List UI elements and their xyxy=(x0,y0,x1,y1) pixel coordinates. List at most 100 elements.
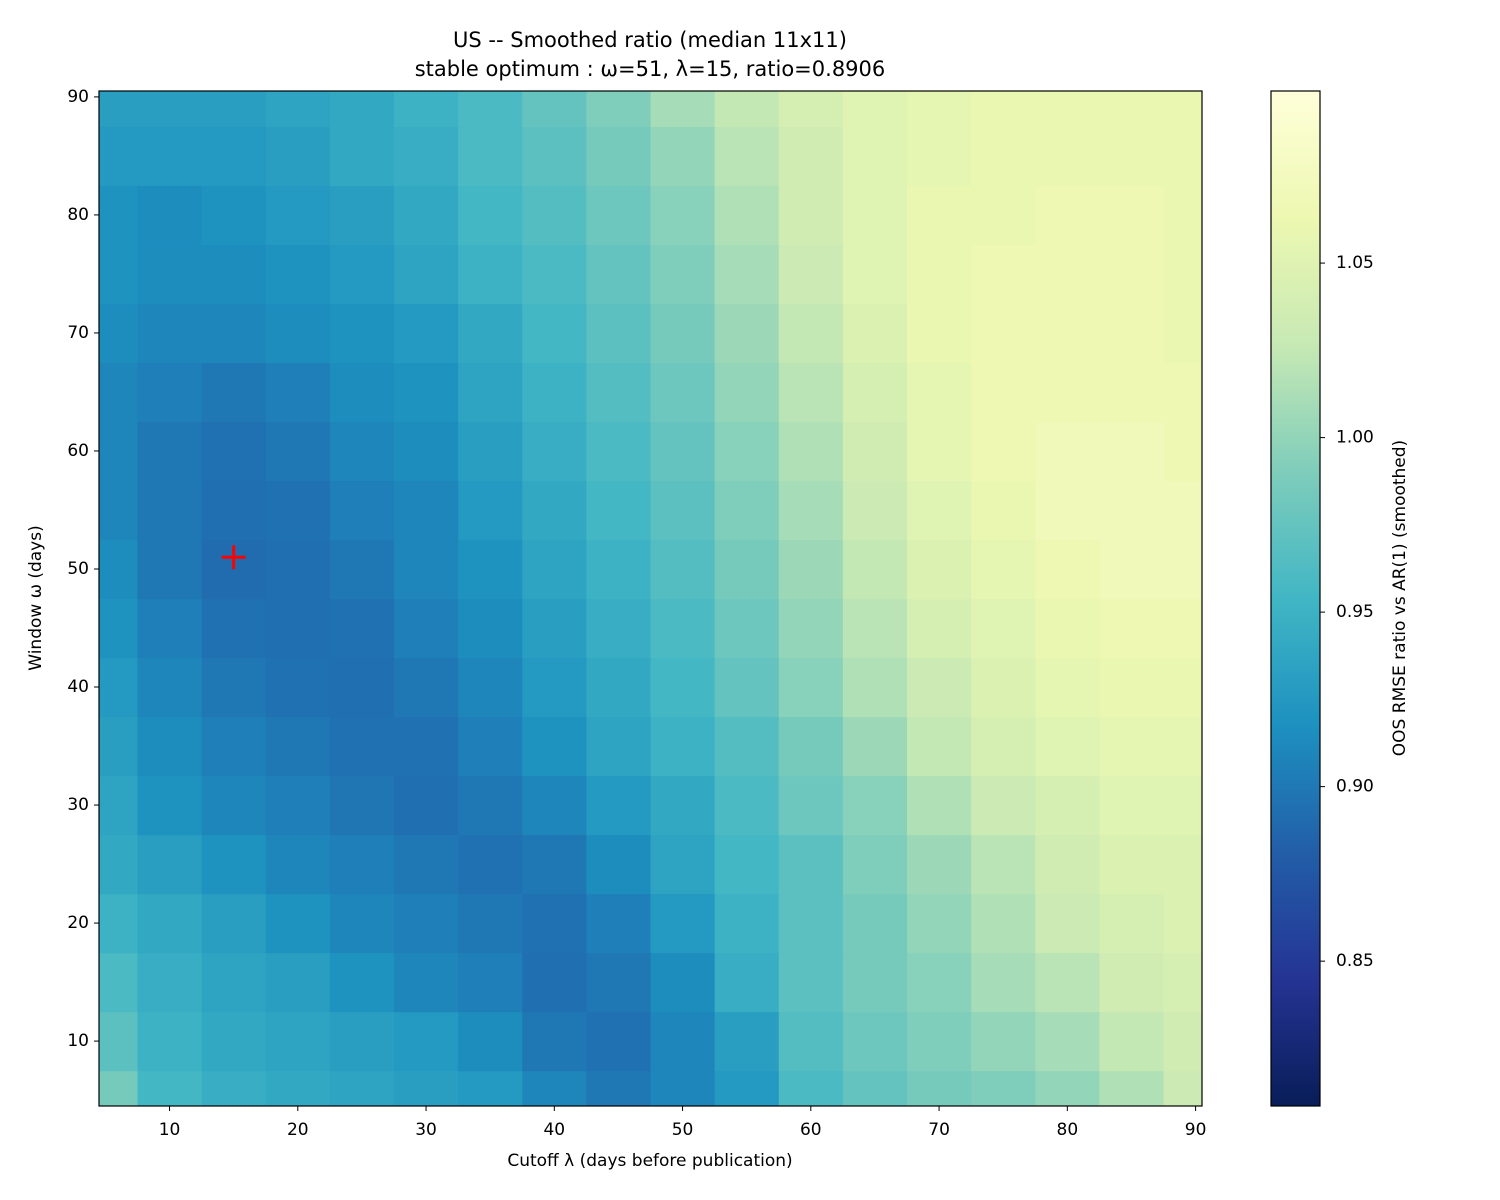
heatmap-cell xyxy=(1099,126,1165,187)
heatmap-cell xyxy=(201,303,267,364)
heatmap-cell xyxy=(1163,775,1202,836)
heatmap-cell xyxy=(650,126,716,187)
heatmap-cell xyxy=(329,539,395,600)
heatmap-cell xyxy=(971,657,1036,718)
heatmap-cell xyxy=(778,1070,844,1106)
heatmap-cell xyxy=(522,244,587,305)
heatmap-cell xyxy=(458,657,523,718)
heatmap-cell xyxy=(137,952,203,1013)
heatmap-cell xyxy=(265,716,331,777)
heatmap-cell xyxy=(778,1011,844,1072)
heatmap-cell xyxy=(1163,952,1202,1013)
heatmap-cell xyxy=(1035,1011,1100,1072)
heatmap-cell xyxy=(971,91,1036,128)
heatmap-cell xyxy=(1035,480,1100,541)
heatmap-cell xyxy=(329,1011,395,1072)
heatmap-cell xyxy=(458,598,523,659)
heatmap-cell xyxy=(1163,421,1202,482)
heatmap-cell xyxy=(714,775,780,836)
heatmap-cell xyxy=(586,362,652,423)
heatmap-cell xyxy=(778,598,844,659)
heatmap-cell xyxy=(907,480,972,541)
heatmap-cell xyxy=(842,775,908,836)
heatmap-cell xyxy=(1035,1070,1100,1106)
heatmap-cell xyxy=(1163,598,1202,659)
heatmap-cell xyxy=(586,539,652,600)
heatmap-cell xyxy=(201,657,267,718)
heatmap-cell xyxy=(99,952,139,1013)
heatmap-cell xyxy=(1099,362,1165,423)
heatmap-cell xyxy=(1163,1011,1202,1072)
heatmap-cell xyxy=(1099,185,1165,246)
heatmap-cell xyxy=(522,952,587,1013)
heatmap-cell xyxy=(265,421,331,482)
heatmap-cell xyxy=(458,952,523,1013)
heatmap-cell xyxy=(1035,834,1100,895)
heatmap-cell xyxy=(842,91,908,128)
heatmap-cell xyxy=(393,1011,459,1072)
heatmap-cell xyxy=(650,421,716,482)
heatmap-cell xyxy=(778,126,844,187)
heatmap-cell xyxy=(586,1070,652,1106)
y-tick-label: 10 xyxy=(67,1031,89,1051)
heatmap-cell xyxy=(522,834,587,895)
heatmap-cell xyxy=(907,185,972,246)
heatmap-cell xyxy=(842,126,908,187)
heatmap-cell xyxy=(137,303,203,364)
heatmap-cell xyxy=(586,91,652,128)
heatmap-cell xyxy=(393,716,459,777)
heatmap-cell xyxy=(907,834,972,895)
heatmap-cell xyxy=(458,1070,523,1106)
heatmap-cell xyxy=(1099,539,1165,600)
heatmap-cell xyxy=(971,303,1036,364)
heatmap-cell xyxy=(458,834,523,895)
heatmap-cell xyxy=(714,362,780,423)
heatmap-cell xyxy=(1163,91,1202,128)
heatmap-cell xyxy=(1099,657,1165,718)
heatmap-cell xyxy=(1035,126,1100,187)
heatmap-cell xyxy=(714,657,780,718)
heatmap-cell xyxy=(329,185,395,246)
heatmap-cell xyxy=(714,952,780,1013)
heatmap-cell xyxy=(99,539,139,600)
heatmap-cell xyxy=(522,126,587,187)
plot-frame xyxy=(98,90,1203,1107)
heatmap-cell xyxy=(907,657,972,718)
heatmap-cell xyxy=(99,185,139,246)
x-tick-label: 50 xyxy=(672,1120,694,1140)
heatmap-cell xyxy=(201,952,267,1013)
heatmap-cell xyxy=(971,539,1036,600)
y-tick-label: 20 xyxy=(67,913,89,933)
heatmap-cell xyxy=(586,185,652,246)
heatmap-cell xyxy=(522,1011,587,1072)
heatmap-cell xyxy=(714,598,780,659)
heatmap-cell xyxy=(586,716,652,777)
heatmap-cell xyxy=(1035,893,1100,954)
heatmap-cell xyxy=(458,421,523,482)
heatmap-cell xyxy=(842,598,908,659)
heatmap-cell xyxy=(265,834,331,895)
heatmap-cell xyxy=(201,716,267,777)
heatmap-cell xyxy=(586,244,652,305)
heatmap-cell xyxy=(458,362,523,423)
heatmap-cell xyxy=(458,91,523,128)
heatmap-cell xyxy=(522,1070,587,1106)
heatmap-cell xyxy=(99,303,139,364)
x-tick-label: 10 xyxy=(159,1120,181,1140)
heatmap-cell xyxy=(458,1011,523,1072)
optimum-marker xyxy=(221,545,246,570)
heatmap-cell xyxy=(265,303,331,364)
heatmap-cell xyxy=(1163,657,1202,718)
colorbar-tick-label: 0.85 xyxy=(1336,951,1374,971)
heatmap-cell xyxy=(778,244,844,305)
heatmap-cell xyxy=(393,775,459,836)
heatmap-cell xyxy=(99,480,139,541)
heatmap-cell xyxy=(137,775,203,836)
heatmap-cell xyxy=(1163,834,1202,895)
heatmap-cell xyxy=(971,421,1036,482)
heatmap xyxy=(99,91,1202,1106)
heatmap-cell xyxy=(329,362,395,423)
heatmap-cell xyxy=(329,834,395,895)
heatmap-cell xyxy=(778,421,844,482)
